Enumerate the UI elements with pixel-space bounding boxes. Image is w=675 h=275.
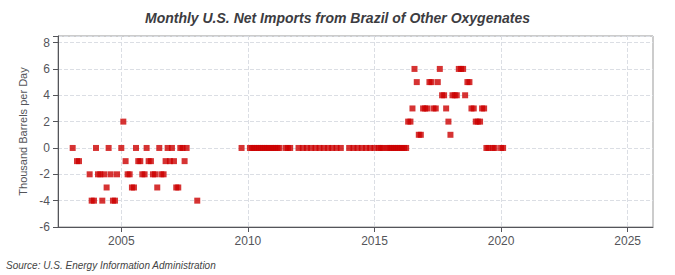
svg-text:2: 2 — [43, 115, 50, 129]
svg-text:Monthly U.S. Net Imports from: Monthly U.S. Net Imports from Brazil of … — [145, 10, 530, 26]
svg-text:6: 6 — [43, 62, 50, 76]
svg-text:Thousand Barrels per Day: Thousand Barrels per Day — [17, 67, 29, 196]
svg-text:-6: -6 — [39, 220, 50, 234]
svg-text:-4: -4 — [39, 194, 50, 208]
svg-text:4: 4 — [43, 88, 50, 102]
svg-text:2010: 2010 — [235, 234, 262, 248]
svg-text:2005: 2005 — [108, 234, 135, 248]
svg-text:2025: 2025 — [614, 234, 641, 248]
svg-text:8: 8 — [43, 36, 50, 50]
svg-text:-2: -2 — [39, 167, 50, 181]
svg-text:Source: U.S. Energy Informatio: Source: U.S. Energy Information Administ… — [6, 260, 216, 271]
svg-text:0: 0 — [43, 141, 50, 155]
svg-text:2015: 2015 — [361, 234, 388, 248]
svg-text:2020: 2020 — [488, 234, 515, 248]
